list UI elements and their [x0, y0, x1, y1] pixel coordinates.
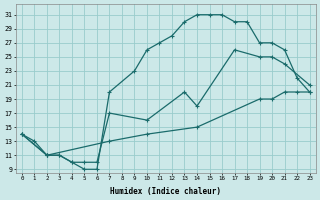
X-axis label: Humidex (Indice chaleur): Humidex (Indice chaleur): [110, 187, 221, 196]
